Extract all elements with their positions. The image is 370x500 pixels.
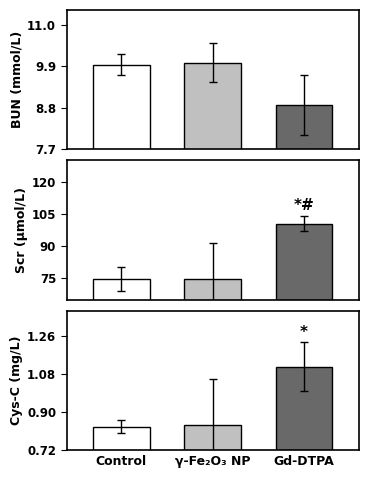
Bar [276,366,332,500]
Bar [93,64,150,439]
Text: *: * [300,324,308,340]
Text: *#: *# [294,198,314,214]
Bar [184,424,241,500]
Bar [93,280,150,439]
Bar [184,62,241,439]
Y-axis label: Cys-C (mg/L): Cys-C (mg/L) [10,336,23,425]
Bar [276,224,332,439]
Bar [184,280,241,439]
Bar [276,105,332,439]
Y-axis label: BUN (mmol/L): BUN (mmol/L) [10,31,23,128]
Bar [93,427,150,500]
Y-axis label: Scr (μmol/L): Scr (μmol/L) [14,187,27,273]
